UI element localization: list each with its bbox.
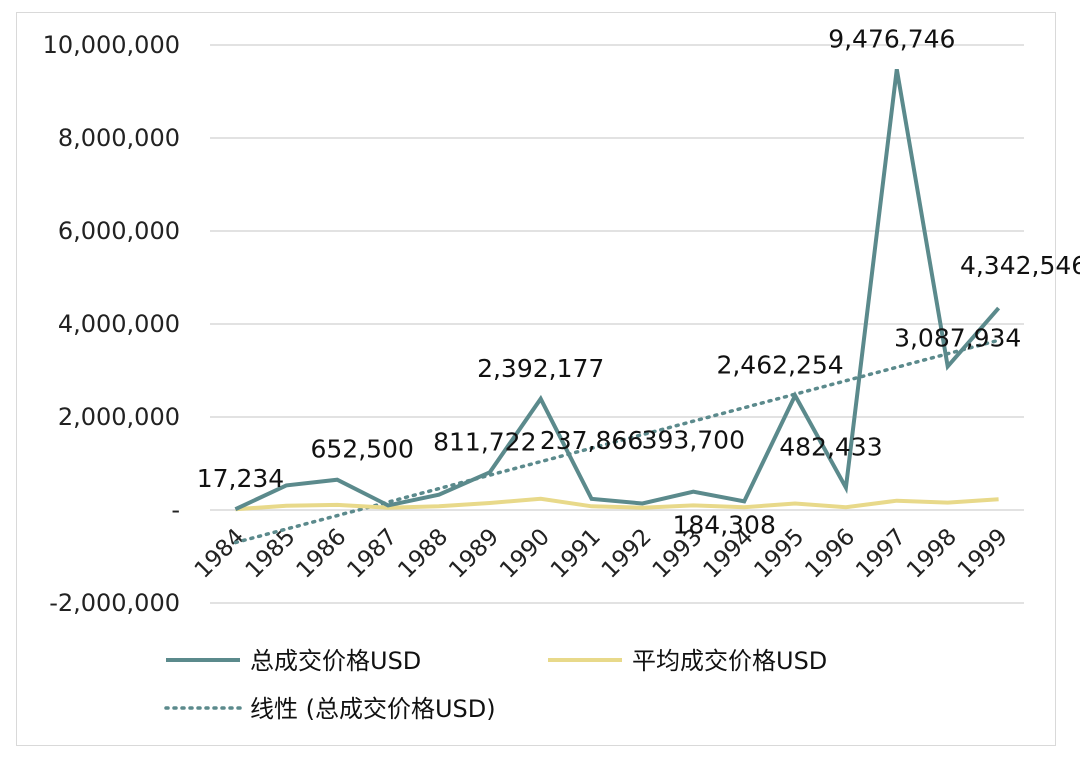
x-tick-label: 1992 — [597, 524, 657, 584]
x-tick-label: 1991 — [546, 524, 606, 584]
x-tick-label: 1986 — [292, 524, 352, 584]
legend-total-label: 总成交价格USD — [250, 647, 421, 675]
data-label: 652,500 — [310, 435, 413, 464]
x-tick-label: 1988 — [393, 524, 453, 584]
data-label: 184,308 — [672, 510, 775, 539]
data-label: 237,866 — [540, 426, 643, 455]
series-lines — [234, 68, 1001, 512]
data-label: 2,392,177 — [477, 354, 604, 383]
x-tick-label: 1997 — [851, 524, 911, 584]
series-line-total — [234, 68, 1001, 512]
y-axis-ticks: -2,000,000-2,000,0004,000,0006,000,0008,… — [43, 31, 180, 617]
data-label: 4,342,546 — [960, 251, 1080, 280]
legend-average-label: 平均成交价格USD — [632, 647, 827, 675]
series-line-average — [235, 496, 999, 512]
data-labels: 17,234 652,500 811,722 2,392,177 237,866393,… — [197, 24, 1080, 539]
x-tick-label: 1985 — [241, 524, 301, 584]
data-label: 2,462,254 — [716, 351, 843, 380]
y-tick-label: -2,000,000 — [49, 589, 180, 617]
x-tick-label: 1998 — [902, 524, 962, 584]
y-tick-label: 4,000,000 — [58, 310, 180, 338]
data-label: 17,234 — [197, 464, 284, 493]
data-label: 3,087,934 — [894, 323, 1021, 352]
x-tick-label: 1990 — [495, 524, 555, 584]
x-tick-label: 1996 — [800, 524, 860, 584]
y-tick-label: - — [171, 496, 180, 524]
data-label: 482,433 — [779, 433, 882, 462]
trendline-linear — [233, 338, 1001, 545]
data-label: 393,700 — [642, 426, 745, 455]
chart-frame — [16, 12, 1056, 746]
y-tick-label: 6,000,000 — [58, 217, 180, 245]
y-tick-label: 2,000,000 — [58, 403, 180, 431]
x-tick-label: 1984 — [190, 524, 250, 584]
x-tick-label: 1999 — [953, 524, 1013, 584]
x-tick-label: 1987 — [343, 524, 403, 584]
legend-trendline-label: 线性 (总成交价格USD) — [250, 695, 496, 723]
x-tick-label: 1989 — [444, 524, 504, 584]
data-label: 811,722 — [433, 427, 536, 456]
legend: 总成交价格USD 平均成交价格USD 线性 (总成交价格USD) — [164, 647, 827, 723]
data-label: 9,476,746 — [828, 24, 955, 53]
y-tick-label: 8,000,000 — [58, 124, 180, 152]
trendline — [233, 338, 1001, 545]
y-tick-label: 10,000,000 — [43, 31, 180, 59]
x-axis-ticks: 1984198519861987198819891990199119921993… — [190, 524, 1013, 584]
